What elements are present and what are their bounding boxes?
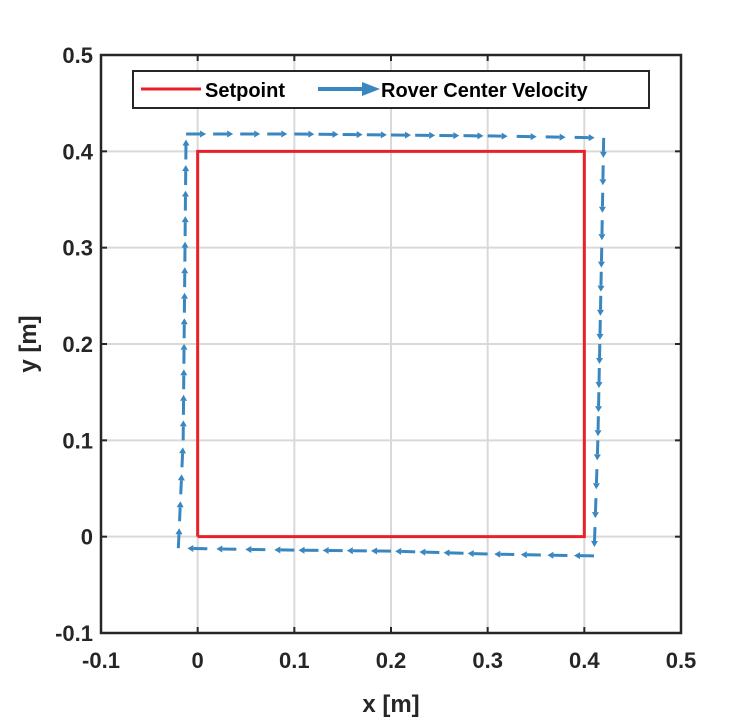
rover-velocity-arrowhead [216, 545, 223, 553]
rover-velocity-arrowhead [419, 548, 426, 556]
rover-velocity-arrowhead [179, 420, 187, 427]
rover-velocity-arrowhead [179, 447, 187, 454]
rover-velocity-arrowhead [501, 132, 508, 140]
x-tick-label: 0.3 [472, 648, 503, 673]
rover-velocity-arrow-shaft [176, 534, 181, 549]
legend-label-setpoint: Setpoint [205, 80, 285, 102]
rover-velocity-arrowhead [520, 551, 527, 559]
rover-velocity-arrowhead [281, 130, 288, 138]
rover-velocity-arrowhead [395, 547, 402, 555]
rover-velocity-arrowhead [547, 551, 554, 559]
rover-velocity-arrowhead [182, 165, 190, 172]
rover-velocity-arrowhead [429, 131, 436, 139]
rover-velocity-arrowhead [443, 549, 450, 557]
ticks [100, 54, 682, 634]
rover-velocity-arrowhead [530, 133, 537, 141]
rover-velocity-arrowhead [591, 512, 599, 519]
rover-velocity-arrowhead [380, 131, 387, 139]
rover-velocity-arrowhead [559, 133, 566, 141]
rover-velocity-arrow-shaft [180, 453, 185, 468]
rover-velocity-arrowhead [180, 394, 188, 401]
rover-velocity-arrowhead [599, 151, 607, 158]
rover-velocity-arrowhead [181, 267, 189, 274]
y-tick-label: 0.5 [62, 43, 93, 68]
rover-velocity-arrowhead [175, 528, 183, 535]
rover-velocity-arrowhead [404, 131, 411, 139]
rover-velocity-arrowhead [597, 261, 605, 268]
rover-velocity-arrowhead [227, 130, 234, 138]
rover-velocity-arrowhead [588, 134, 595, 142]
rover-velocity-arrowhead [181, 292, 189, 299]
rover-velocity-arrowhead [596, 333, 604, 340]
y-tick-label: 0.4 [62, 139, 93, 164]
y-tick-label: 0.1 [62, 428, 93, 453]
rover-velocity-arrowhead [596, 309, 604, 316]
rover-velocity-arrowhead [371, 547, 378, 555]
series-line-setpoint [196, 149, 586, 539]
rover-velocity-arrowhead [180, 369, 188, 376]
rover-velocity-arrowhead [181, 241, 189, 248]
rover-velocity-arrowhead [598, 234, 606, 241]
rover-velocity-arrowhead [346, 547, 353, 555]
y-tick-label: 0.2 [62, 332, 93, 357]
y-axis-label: y [m] [15, 315, 42, 372]
rover-velocity-arrowhead [592, 483, 600, 490]
x-tick-label: 0.2 [376, 648, 407, 673]
x-tick-label: 0 [192, 648, 204, 673]
series-group [175, 130, 607, 560]
rover-velocity-arrowhead [180, 318, 188, 325]
legend: Setpoint Rover Center Velocity [132, 70, 650, 109]
rover-velocity-arrowhead [181, 216, 189, 223]
rover-velocity-arrowhead [574, 552, 581, 560]
rover-velocity-arrow-shaft [178, 507, 182, 522]
x-tick-label: 0.5 [666, 648, 697, 673]
rover-velocity-arrowhead [594, 430, 602, 437]
rover-velocity-arrowhead [591, 540, 598, 548]
rover-velocity-arrowhead [187, 544, 194, 552]
rover-velocity-arrowhead [467, 550, 474, 558]
rover-velocity-arrowhead [494, 550, 501, 558]
rover-velocity-arrowhead [599, 179, 607, 186]
rover-velocity-arrowhead [308, 130, 315, 138]
x-tick-label: 0.1 [279, 648, 310, 673]
rover-velocity-arrowhead [598, 206, 606, 213]
y-tick-label: -0.1 [55, 621, 93, 646]
rover-velocity-arrow-shaft [179, 480, 183, 495]
legend-arrowhead-rover [362, 82, 380, 96]
rover-velocity-arrowhead [593, 454, 601, 461]
y-tick-label: 0 [81, 525, 93, 550]
rover-velocity-arrowhead [177, 474, 185, 481]
rover-velocity-arrowhead [477, 132, 484, 140]
y-tick-label: 0.3 [62, 236, 93, 261]
x-axis-label: x [m] [362, 691, 419, 718]
x-tick-label: -0.1 [82, 648, 120, 673]
rover-velocity-arrowhead [274, 546, 281, 554]
rover-velocity-arrowhead [182, 139, 190, 146]
rover-velocity-arrowhead [595, 406, 603, 413]
rover-velocity-arrowhead [322, 546, 329, 554]
rover-velocity-arrowhead [180, 343, 188, 350]
rover-velocity-arrowhead [298, 546, 305, 554]
rover-velocity-arrowhead [356, 131, 363, 139]
rover-velocity-arrowhead [200, 130, 207, 138]
rover-velocity-arrowhead [332, 130, 339, 138]
rover-velocity-arrowhead [245, 545, 252, 553]
rover-velocity-arrowhead [254, 130, 261, 138]
tick-labels: -0.1 0 0.1 0.2 0.3 0.4 0.5 -0.1 0 0.1 0.2 0.3 0.4 0.5 [55, 43, 696, 673]
x-tick-label: 0.4 [569, 648, 600, 673]
rover-velocity-arrowhead [595, 382, 603, 389]
legend-label-rover: Rover Center Velocity [381, 80, 589, 102]
rover-velocity-arrowhead [597, 285, 605, 292]
rover-velocity-arrowhead [181, 190, 189, 197]
rover-velocity-arrowhead [596, 357, 604, 364]
rover-velocity-arrowhead [176, 501, 184, 508]
rover-velocity-arrowhead [453, 132, 460, 140]
legend-box [132, 70, 650, 109]
